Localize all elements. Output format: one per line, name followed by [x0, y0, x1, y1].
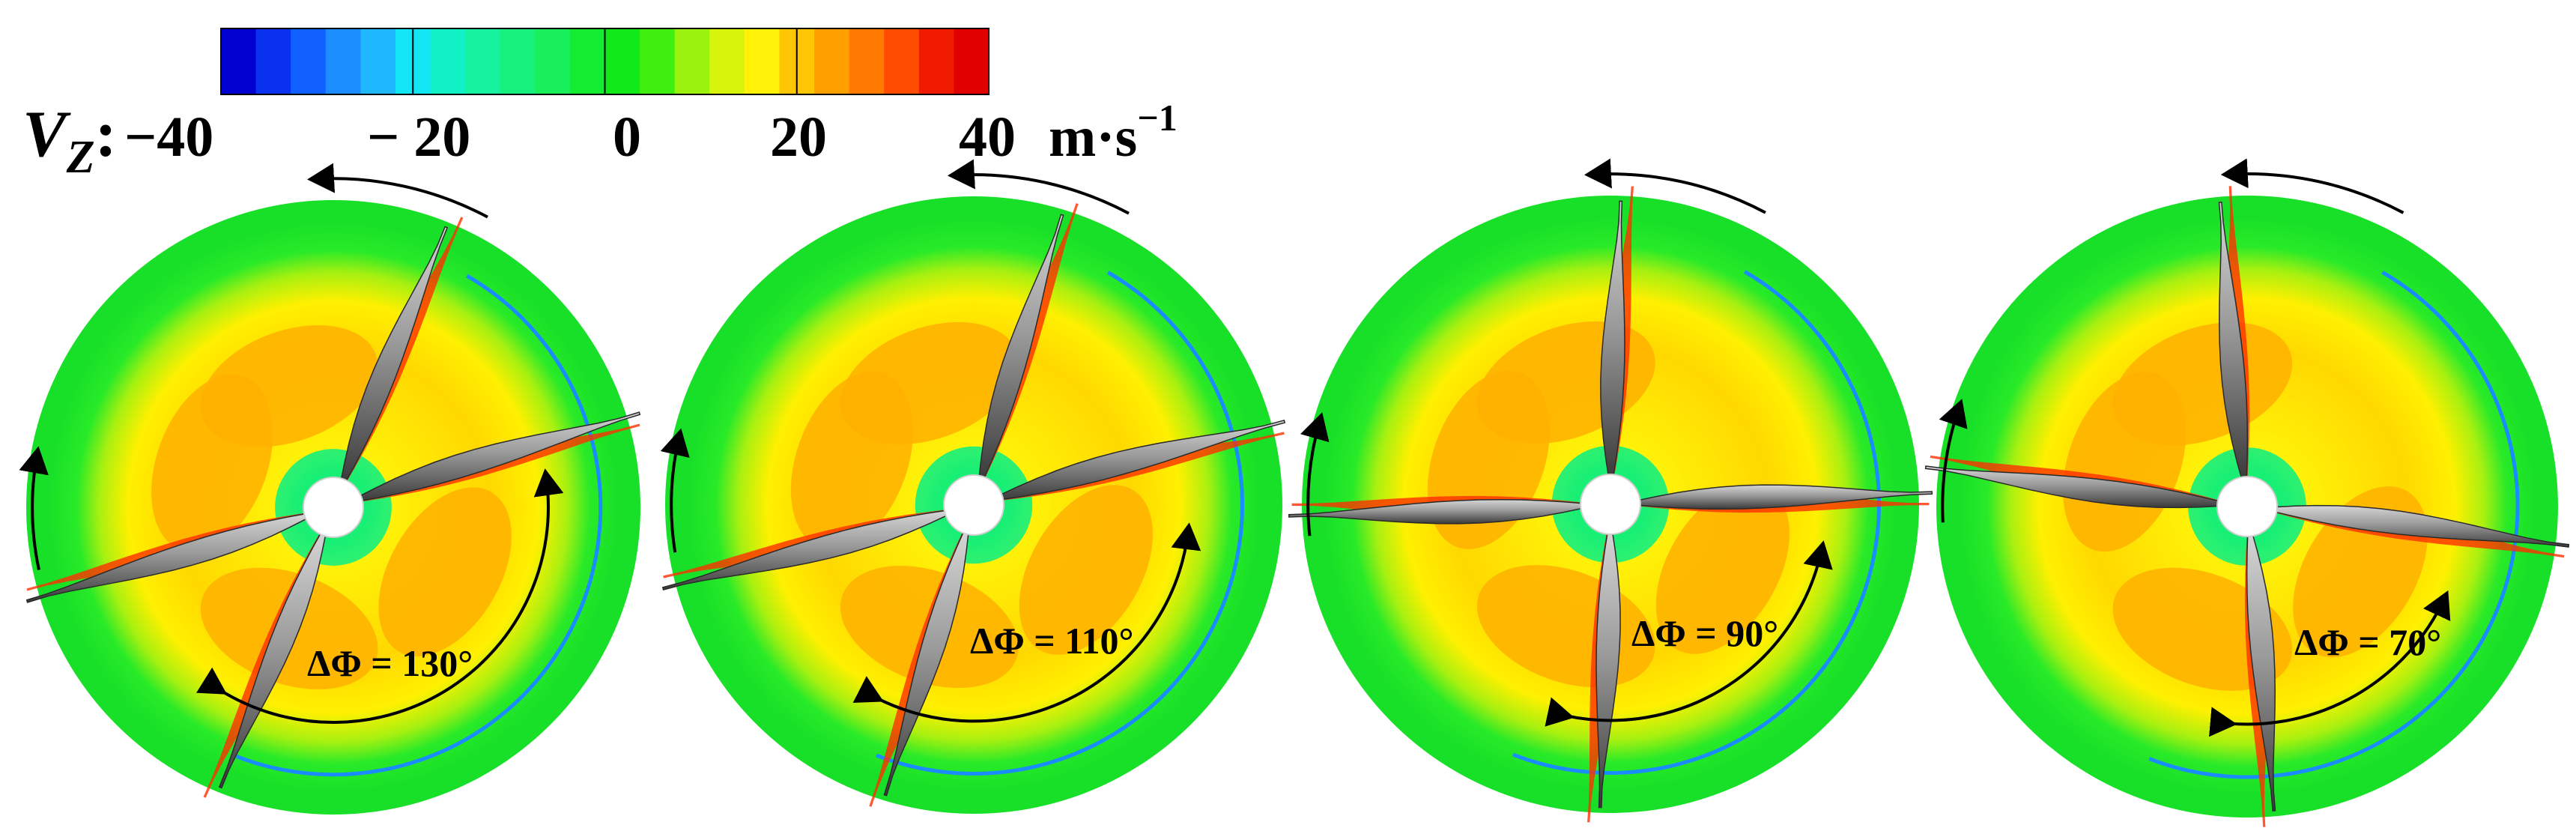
tip-rotation-arrow-3	[1300, 412, 1330, 537]
colorbar	[220, 28, 990, 95]
propeller-blade-2-2	[997, 419, 1286, 501]
delta-phi-arc-3	[1545, 540, 1833, 727]
tip-rotation-arrow-1	[19, 446, 49, 570]
colorbar-swatch-13	[674, 28, 710, 94]
colorbar-swatch-9	[535, 28, 571, 94]
propeller-blade-3-4	[1288, 498, 1586, 525]
colorbar-swatch-20	[918, 28, 955, 94]
legend-variable: VZ:	[22, 98, 117, 183]
propeller-hub-2	[943, 474, 1004, 536]
rotation-arrow-3	[1584, 158, 1766, 214]
legend-unit-exponent: −1	[1137, 97, 1178, 139]
rotation-arrow-4	[2220, 158, 2404, 214]
panels: ΔΦ = 130° ΔΦ = 110° ΔΦ = 90° ΔΦ = 70°	[19, 158, 2570, 827]
colorbar-swatch-8	[500, 28, 536, 94]
rotor-panel-3: ΔΦ = 90°	[1288, 158, 1933, 823]
legend-variable-subscript: Z	[66, 132, 95, 183]
colorbar-swatch-21	[954, 28, 990, 94]
delta-phi-label-3: ΔΦ = 90°	[1631, 612, 1778, 654]
colorbar-swatch-0	[221, 28, 257, 94]
colorbar-swatch-12	[640, 28, 676, 94]
delta-phi-arc-1	[196, 468, 564, 724]
delta-phi-label-4: ΔΦ = 70°	[2294, 621, 2441, 663]
propeller-blade-3-1	[1600, 200, 1625, 480]
legend-variable-colon: :	[95, 98, 117, 171]
legend-tick-label-3: 20	[770, 106, 827, 169]
delta-phi-arc-4	[2209, 590, 2451, 737]
colorbar-swatch-3	[325, 28, 361, 94]
rotation-arrow-2	[947, 159, 1130, 215]
colorbar-swatch-1	[255, 28, 291, 94]
colorbar-swatch-15	[744, 28, 781, 94]
color-legend: VZ: −40 − 20 0 20 40 m·s−1	[22, 28, 1178, 183]
legend-unit: m·s−1	[1049, 97, 1178, 169]
colorbar-swatch-7	[465, 28, 501, 94]
tip-rotation-arrow-2	[660, 428, 690, 553]
legend-tick-label-0: −40	[124, 106, 213, 169]
colorbar-swatch-6	[430, 28, 466, 94]
colorbar-swatch-14	[709, 28, 745, 94]
delta-phi-label-1: ΔΦ = 130°	[307, 642, 473, 684]
colorbar-swatch-17	[814, 28, 850, 94]
tip-rotation-arrow-4	[1939, 399, 1968, 523]
contour-ring-2	[703, 235, 1244, 776]
rotor-panel-2: ΔΦ = 110°	[660, 159, 1286, 814]
rotor-panel-1: ΔΦ = 130°	[19, 163, 641, 815]
delta-phi-label-2: ΔΦ = 110°	[970, 620, 1134, 662]
colorbar-swatch-10	[569, 28, 606, 94]
legend-tick-label-4: 40	[959, 106, 1016, 169]
legend-tick-label-1: − 20	[367, 106, 470, 169]
colorbar-swatch-4	[360, 28, 396, 94]
propeller-blade-4-1	[2218, 202, 2249, 483]
propeller-hub-3	[1580, 474, 1641, 535]
propeller-blade-1-1	[339, 226, 449, 486]
legend-ticks	[412, 28, 798, 94]
colorbar-swatch-19	[884, 28, 920, 94]
propeller-hub-1	[303, 477, 364, 538]
colorbar-swatch-2	[291, 28, 327, 94]
legend-unit-main: m·s	[1049, 106, 1137, 169]
high-velocity-region-2-2	[790, 371, 913, 550]
propeller-blade-3-2	[1635, 484, 1933, 510]
colorbar-swatch-18	[849, 28, 885, 94]
rotor-panel-4: ΔΦ = 70°	[1924, 158, 2570, 827]
legend-tick-label-2: 0	[613, 106, 641, 169]
propeller-blade-4-4	[1924, 465, 2223, 509]
propeller-blade-4-2	[2271, 504, 2570, 548]
colorbar-swatch-11	[604, 28, 640, 94]
rotation-arrow-1	[307, 163, 488, 219]
propeller-hub-4	[2216, 476, 2278, 537]
propeller-blade-2-1	[978, 214, 1064, 483]
delta-phi-arc-2	[852, 522, 1201, 723]
legend-variable-letter: V	[22, 98, 71, 171]
